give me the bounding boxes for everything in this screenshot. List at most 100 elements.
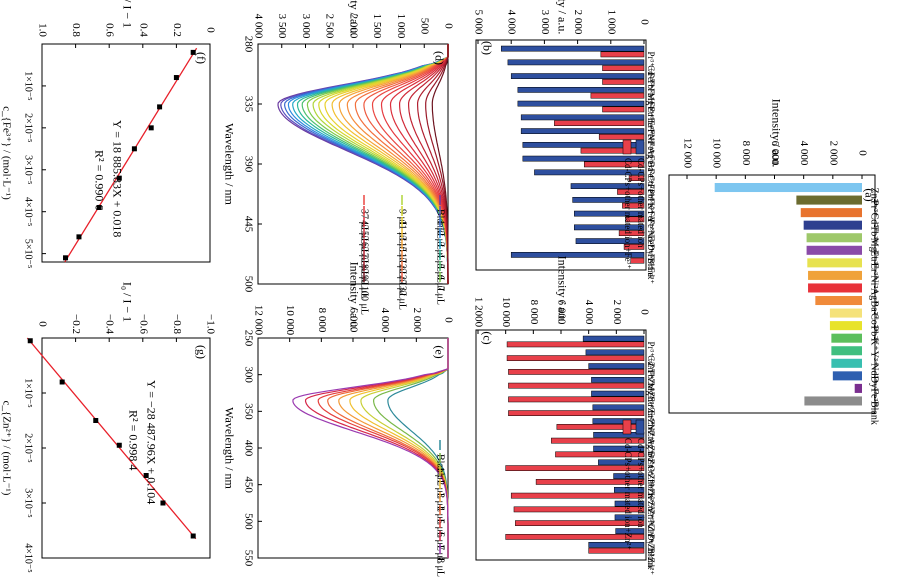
bar-a xyxy=(714,183,862,193)
bar-panel-c xyxy=(515,520,645,527)
bar-panel-c xyxy=(592,404,645,411)
bar-panel-c xyxy=(506,355,645,361)
spectrum-line-panel-e xyxy=(317,338,449,558)
bar-a xyxy=(806,245,862,255)
tick-label-panel-d: 500 xyxy=(419,18,431,35)
tick-label-panel-g: −1.0 xyxy=(204,314,216,334)
category-label-panel-c: Ba²⁺+Zn²⁺ xyxy=(646,452,656,492)
tick-label-a: 8 000 xyxy=(740,141,752,166)
data-point-panel-g xyxy=(116,442,122,448)
category-label-a: Zn²⁺ xyxy=(869,188,880,207)
bar-panel-c xyxy=(588,363,645,369)
axis-title-panel-g: I₀ / I − 1 xyxy=(120,282,134,322)
legend-label-panel-e: 2 μL xyxy=(435,480,446,499)
legend-swatch-panel-b xyxy=(635,139,645,155)
tick-label-panel-e: 8 000 xyxy=(316,308,328,333)
tick-label-panel-f: 0.6 xyxy=(104,23,116,37)
bar-panel-c xyxy=(508,396,645,403)
bar-panel-c xyxy=(614,487,645,493)
tick-label-a: 6 000 xyxy=(769,141,781,166)
bar-a xyxy=(854,383,862,393)
bar-panel-c xyxy=(555,451,645,458)
panel-c: 0 2 000 4 000 6 000 8 000 10 000 1 2000 Intensi… xyxy=(472,256,655,576)
bar-panel-b xyxy=(630,257,645,264)
legend-swatch-panel-c xyxy=(622,419,632,435)
bar-panel-c xyxy=(585,349,645,356)
panel-d: 0 500 1 000 1 500 2 000 2 500 3 000 3 500 4 000 I… xyxy=(222,0,454,315)
tick-label-panel-e: 400 xyxy=(242,440,254,457)
bar-panel-c xyxy=(513,506,645,513)
panel-a: 0 2 000 4 000 6 000 8 000 10 000 12 000 Intensi… xyxy=(668,99,880,425)
tick-label-a: 10 000 xyxy=(711,138,723,169)
category-label-a: Ba²⁺ xyxy=(869,301,880,320)
bar-panel-b xyxy=(522,155,645,162)
tick-label-panel-f: 0.4 xyxy=(137,23,149,37)
tick-label-panel-e: 550 xyxy=(242,550,254,567)
legend-label-panel-b: Cd-CPs+other mated ion+Fe³⁺ xyxy=(623,158,633,269)
bar-a xyxy=(815,296,862,306)
legend-label-panel-e: 5 μL xyxy=(435,519,446,538)
panel-f: 0 0.2 0.4 0.6 0.8 1.0 I₀ / I − 1 1×10⁻⁵ 2×10⁻⁵ 3×… xyxy=(0,0,216,268)
bar-a xyxy=(800,208,862,218)
category-label-a: Fe³⁺ xyxy=(869,388,880,406)
equation-panel-g: Y = −28 487.96X + 0.104 xyxy=(144,380,158,504)
tick-label-panel-e: 300 xyxy=(242,366,254,383)
axis-title-panel-e: Intensity / a.u. xyxy=(347,262,361,331)
bar-a xyxy=(807,258,862,268)
axis-title-panel-f: c_{Fe³⁺} / (mol·L⁻¹) xyxy=(0,106,12,200)
category-label-a: Mg²⁺ xyxy=(869,238,880,260)
tick-label-panel-g: 1×10⁻⁵ xyxy=(23,378,34,407)
legend-label-panel-e: 1 μL xyxy=(435,467,446,486)
tick-label-panel-f: 0.2 xyxy=(171,23,183,37)
bar-panel-b xyxy=(534,169,645,176)
legend-label-panel-d: 7 μL xyxy=(435,286,446,305)
bar-panel-b xyxy=(510,252,645,258)
bar-panel-b xyxy=(520,114,645,121)
panel-label-panel-d: (d) xyxy=(432,51,446,65)
panel-g: −1.0 −0.8 −0.6 −0.4 −0.2 0 I₀ / I − 1 1×10⁻⁵ 2×1… xyxy=(0,282,216,573)
bar-panel-b xyxy=(602,65,645,72)
category-label-a: Pr³⁺ xyxy=(869,200,880,217)
equation-panel-f: Y = 18 885.83X + 0.018 xyxy=(110,120,124,237)
category-label-panel-c: Ni²⁺+Zn²⁺ xyxy=(646,424,656,463)
data-point-panel-g xyxy=(190,533,196,539)
bar-panel-c xyxy=(535,479,645,485)
bar-panel-b xyxy=(602,79,645,85)
data-point-panel-g xyxy=(27,338,33,344)
category-label-a: Eu³⁺ xyxy=(869,250,880,269)
legend-label-panel-e: Blank xyxy=(435,454,446,478)
tick-label-a: 4 000 xyxy=(798,141,810,166)
bar-a xyxy=(803,220,862,230)
legend-label-panel-d: 92 μL xyxy=(359,275,370,299)
category-label-panel-c: Co²⁺+Zn²⁺ xyxy=(646,465,656,506)
axis-title-panel-g: c_{Zn²⁺} / (mol·L⁻¹) xyxy=(0,401,12,496)
axis-title-panel-c: Intensity / a.u. xyxy=(555,256,569,325)
tick-label-panel-f: 5×10⁻⁵ xyxy=(23,239,34,268)
legend-label-panel-e: 8 μL xyxy=(435,558,446,577)
category-label-panel-c: Ag⁺+Zn²⁺ xyxy=(646,438,656,477)
bar-a xyxy=(831,333,862,343)
legend-swatch-panel-b xyxy=(622,139,632,155)
tick-label-panel-e: 500 xyxy=(242,513,254,530)
tick-label-panel-e: 250 xyxy=(242,330,254,347)
tick-label-panel-c: 6 000 xyxy=(555,300,567,325)
bar-panel-b xyxy=(517,87,645,93)
tick-label-panel-g: −0.8 xyxy=(171,314,183,334)
tick-label-a: 0 xyxy=(856,150,868,156)
tick-label-panel-g: 3×10⁻⁵ xyxy=(23,488,34,517)
bar-a xyxy=(832,371,862,381)
bar-panel-b xyxy=(575,238,645,244)
tick-label-panel-g: 0 xyxy=(36,321,48,327)
category-label-panel-c: Mg²⁺+Zn²⁺ xyxy=(646,383,656,426)
bar-panel-b xyxy=(617,189,645,195)
bar-panel-b xyxy=(628,175,645,181)
tick-label-panel-e: 2 000 xyxy=(411,308,423,333)
category-label-panel-b: Eu³⁺+Fe³⁺ xyxy=(646,107,656,146)
bar-panel-c xyxy=(593,445,645,452)
bar-a xyxy=(796,195,862,205)
tick-label-a: 12 000 xyxy=(681,138,693,169)
tick-label-panel-d: 1 500 xyxy=(371,14,383,39)
category-label-panel-b: K⁺+Fe³⁺ xyxy=(646,203,656,236)
